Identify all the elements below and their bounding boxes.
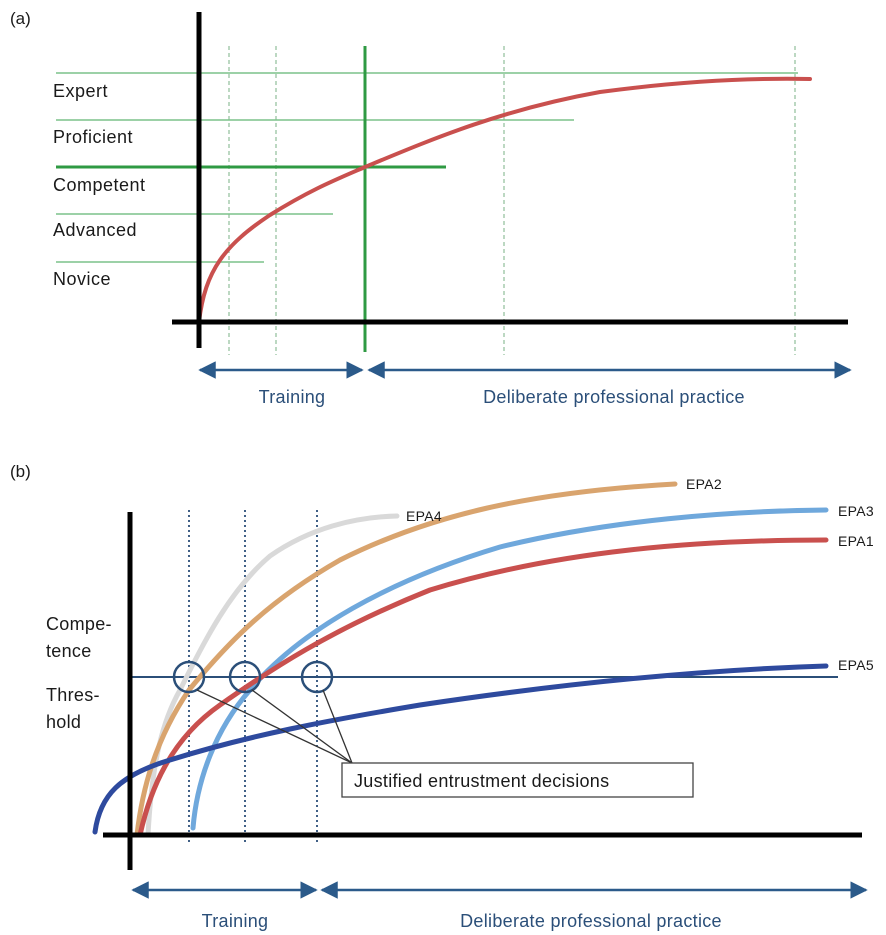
- threshold-label-line-4: hold: [46, 712, 81, 732]
- epa5-label: EPA5: [838, 657, 874, 673]
- panel-b-label: (b): [10, 462, 31, 481]
- level-label-novice: Novice: [53, 269, 111, 289]
- epa3-label: EPA3: [838, 503, 874, 519]
- entrustment-circle: [228, 660, 262, 694]
- epa2-curve: [134, 481, 678, 838]
- callout-leader: [322, 689, 353, 764]
- epa5-curve: [92, 663, 829, 835]
- threshold-label-line-3: Thres-: [46, 685, 100, 705]
- practice-label: Deliberate professional practice: [483, 387, 745, 407]
- callout-leader: [196, 689, 353, 764]
- level-label-proficient: Proficient: [53, 127, 133, 147]
- entrustment-circle: [172, 660, 206, 694]
- callout-box: [341, 762, 694, 798]
- panel-a-label: (a): [10, 9, 31, 28]
- callout-text: Justified entrustment decisions: [354, 771, 609, 791]
- epa1-label: EPA1: [838, 533, 874, 549]
- training-label: Training: [259, 387, 326, 407]
- panel-a: (a) Expert Proficient Competent Advanced…: [10, 9, 852, 407]
- threshold-label-line-2: tence: [46, 641, 92, 661]
- epa2-label: EPA2: [686, 476, 722, 492]
- epa3-curve: [190, 507, 829, 831]
- panel-b: (b) EPA4 EPA2 EPA3 EPA1 EPA5 Compe- tenc…: [10, 462, 874, 931]
- training-label-b: Training: [202, 911, 269, 931]
- practice-label-b: Deliberate professional practice: [460, 911, 722, 931]
- level-label-competent: Competent: [53, 175, 146, 195]
- competence-curve: [197, 76, 812, 324]
- epa4-label: EPA4: [406, 508, 442, 524]
- threshold-label-line-1: Compe-: [46, 614, 112, 634]
- entrustment-circle: [300, 660, 334, 694]
- level-label-advanced: Advanced: [53, 220, 137, 240]
- level-label-expert: Expert: [53, 81, 108, 101]
- callout-leader: [251, 689, 353, 764]
- epa1-curve: [137, 537, 829, 838]
